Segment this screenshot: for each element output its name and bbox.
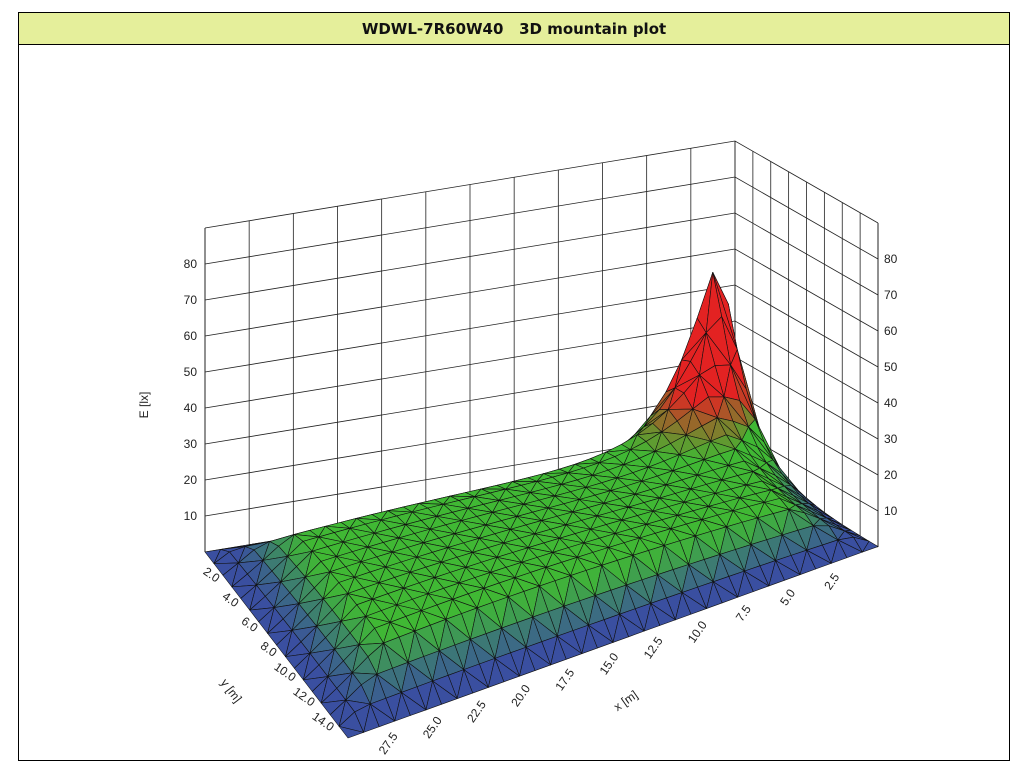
surface-mesh bbox=[204, 272, 879, 739]
grid-line bbox=[204, 356, 879, 445]
z-tick-label-right: 50 bbox=[884, 360, 898, 374]
grid-line bbox=[204, 320, 879, 409]
z-tick-label-left: 40 bbox=[184, 401, 198, 415]
z-tick-label-right: 80 bbox=[884, 252, 898, 266]
mesh-triangle bbox=[581, 624, 598, 654]
x-tick-label: 7.5 bbox=[733, 602, 754, 624]
z-tick-label-left: 20 bbox=[184, 473, 198, 487]
mesh-triangle bbox=[799, 549, 816, 575]
mesh-triangle bbox=[737, 570, 754, 598]
x-axis-label: x [m] bbox=[611, 688, 640, 714]
mesh-triangle bbox=[830, 539, 848, 564]
grid-line bbox=[204, 140, 879, 229]
x-tick-label: 22.5 bbox=[464, 698, 489, 725]
x-tick-label: 25.0 bbox=[420, 714, 445, 741]
mesh-triangle bbox=[862, 540, 879, 553]
z-axis-label: E [lx] bbox=[137, 392, 151, 419]
x-tick-label: 17.5 bbox=[552, 666, 577, 693]
x-tick-label: 10.0 bbox=[685, 618, 710, 645]
mesh-triangle bbox=[643, 603, 661, 632]
mesh-triangle bbox=[425, 680, 442, 711]
grid-line bbox=[204, 176, 879, 265]
grid-line bbox=[204, 212, 879, 301]
mesh-triangle bbox=[487, 658, 505, 688]
z-tick-label-right: 20 bbox=[884, 468, 898, 482]
x-tick-label: 27.5 bbox=[376, 730, 401, 757]
x-tick-label: 2.5 bbox=[821, 570, 842, 592]
z-tick-label-right: 10 bbox=[884, 504, 898, 518]
title-bar: WDWL-7R60W40 3D mountain plot bbox=[19, 13, 1009, 45]
z-tick-label-right: 70 bbox=[884, 288, 898, 302]
x-tick-label: 5.0 bbox=[777, 586, 798, 608]
mesh-triangle bbox=[394, 692, 411, 722]
grid-line bbox=[204, 284, 879, 373]
z-tick-label-left: 30 bbox=[184, 437, 198, 451]
mesh-triangle bbox=[706, 581, 723, 609]
z-tick-label-right: 60 bbox=[884, 324, 898, 338]
mesh-triangle bbox=[338, 726, 364, 739]
z-tick-label-left: 50 bbox=[184, 365, 198, 379]
mesh-triangle bbox=[612, 613, 629, 643]
z-tick-label-left: 60 bbox=[184, 329, 198, 343]
z-tick-label-right: 40 bbox=[884, 396, 898, 410]
z-tick-label-left: 80 bbox=[184, 257, 198, 271]
mesh-triangle bbox=[550, 635, 567, 666]
z-tick-label-right: 30 bbox=[884, 432, 898, 446]
z-tick-label-left: 70 bbox=[184, 293, 198, 307]
y-axis-label: y [m] bbox=[218, 676, 245, 705]
mesh-triangle bbox=[363, 703, 380, 733]
mesh-triangle bbox=[768, 560, 785, 587]
x-tick-label: 15.0 bbox=[597, 650, 622, 677]
x-tick-label: 12.5 bbox=[641, 634, 666, 661]
z-tick-label-left: 10 bbox=[184, 509, 198, 523]
mesh-triangle bbox=[675, 592, 692, 621]
chart-title: WDWL-7R60W40 3D mountain plot bbox=[361, 19, 667, 38]
mesh-triangle bbox=[519, 646, 536, 677]
grid-line bbox=[204, 248, 879, 337]
x-tick-label: 20.0 bbox=[508, 682, 533, 709]
mesh-triangle bbox=[456, 669, 474, 699]
